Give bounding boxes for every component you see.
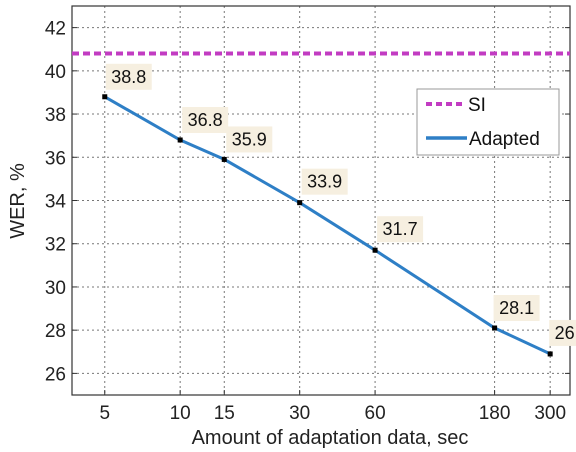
adapted-point <box>221 156 227 162</box>
x-tick-label: 300 <box>534 403 566 424</box>
x-tick-label: 60 <box>365 403 386 424</box>
series-layer <box>72 51 570 357</box>
y-tick-label: 30 <box>45 278 66 299</box>
data-labels: 38.8 36.8 35.9 33.9 31.7 28.1 26.9 <box>105 63 576 346</box>
data-label: 28.1 <box>499 298 534 318</box>
data-label: 26.9 <box>555 323 576 343</box>
adapted-point <box>297 200 303 206</box>
data-label: 33.9 <box>307 172 342 192</box>
data-label-bg <box>226 126 273 153</box>
y-tick-label: 40 <box>45 62 66 83</box>
y-tick-label: 32 <box>45 235 66 256</box>
adapted-point <box>547 351 553 357</box>
legend-si-label: SI <box>468 95 486 116</box>
adapted-point <box>492 325 498 331</box>
data-label-bg <box>549 319 576 346</box>
y-tick-label: 42 <box>45 19 66 40</box>
x-tick-label: 30 <box>289 403 310 424</box>
data-label-bg <box>105 63 152 90</box>
legend-adapted-label: Adapted <box>469 129 540 150</box>
y-tick-label: 36 <box>45 148 66 169</box>
y-tick-label: 26 <box>45 364 66 385</box>
data-label: 31.7 <box>383 219 418 239</box>
x-axis-ticks: 5 10 15 30 60 180 300 <box>99 390 566 424</box>
legend: SI Adapted <box>416 88 560 156</box>
x-axis-label: Amount of adaptation data, sec <box>192 427 469 449</box>
x-tick-label: 5 <box>99 403 110 424</box>
y-tick-label: 34 <box>45 192 67 213</box>
data-label: 36.8 <box>188 110 223 130</box>
y-axis-ticks: 26 28 30 32 34 36 38 40 42 <box>45 19 570 385</box>
x-tick-label: 10 <box>170 403 191 424</box>
adapted-point <box>372 247 378 253</box>
x-tick-label: 15 <box>214 403 235 424</box>
data-label-bg <box>377 216 424 243</box>
legend-box <box>416 88 560 156</box>
y-tick-label: 28 <box>45 321 66 342</box>
x-tick-label: 180 <box>479 403 511 424</box>
y-tick-label: 38 <box>45 105 66 126</box>
data-label-bg <box>493 295 540 322</box>
adapted-point <box>177 137 183 143</box>
data-label-bg <box>301 168 348 195</box>
data-label-bg <box>182 106 229 133</box>
data-label: 38.8 <box>111 67 146 87</box>
adapted-point <box>102 94 108 100</box>
y-axis-label: WER, % <box>7 163 29 239</box>
data-label: 35.9 <box>232 129 267 149</box>
